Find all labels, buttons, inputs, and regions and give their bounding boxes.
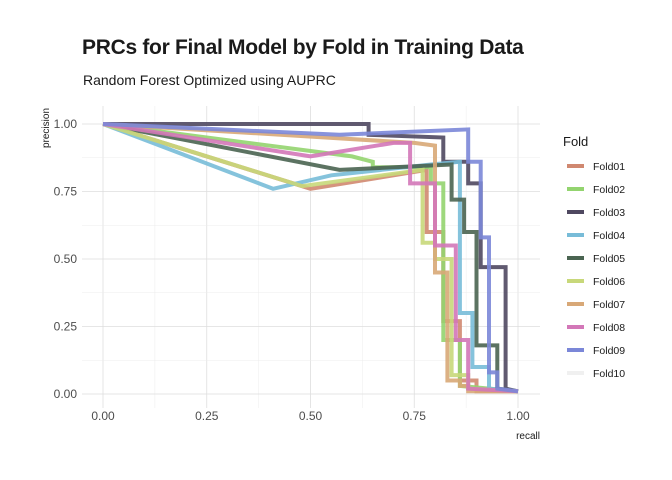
legend-title: Fold bbox=[563, 134, 588, 149]
y-tick-label: 1.00 bbox=[54, 117, 78, 131]
legend-label-fold08: Fold08 bbox=[593, 322, 625, 334]
x-tick-label: 0.00 bbox=[91, 409, 115, 423]
axis-ticks: 0.00 0.25 0.50 0.75 1.00 0.00 0.25 0.50 0.75 1.00 bbox=[54, 117, 530, 423]
legend-label-fold05: Fold05 bbox=[593, 253, 625, 265]
legend-label-fold06: Fold06 bbox=[593, 276, 625, 288]
legend-label-fold04: Fold04 bbox=[593, 230, 625, 242]
grid-lines bbox=[82, 106, 540, 408]
series-line-fold08 bbox=[102, 122, 519, 394]
series-line-fold09 bbox=[102, 122, 519, 394]
chart-title: PRCs for Final Model by Fold in Training… bbox=[82, 36, 524, 59]
y-tick-label: 0.75 bbox=[54, 185, 78, 199]
x-tick-label: 0.50 bbox=[299, 409, 323, 423]
legend-label-fold03: Fold03 bbox=[593, 207, 625, 219]
y-tick-label: 0.50 bbox=[54, 252, 78, 266]
y-tick-label: 0.25 bbox=[54, 320, 78, 334]
legend-label-fold07: Fold07 bbox=[593, 299, 625, 311]
legend-label-fold02: Fold02 bbox=[593, 184, 625, 196]
legend-label-fold09: Fold09 bbox=[593, 345, 625, 357]
legend: Fold Fold01 Fold02 Fold03 Fold04 Fold05 Fold0… bbox=[563, 134, 625, 380]
x-tick-label: 1.00 bbox=[506, 409, 530, 423]
x-tick-label: 0.75 bbox=[403, 409, 427, 423]
series-line-fold05 bbox=[102, 122, 519, 394]
y-axis-title: precision bbox=[41, 108, 52, 148]
legend-label-fold10: Fold10 bbox=[593, 368, 625, 380]
y-tick-label: 0.00 bbox=[54, 387, 78, 401]
legend-label-fold01: Fold01 bbox=[593, 161, 625, 173]
x-axis-title: recall bbox=[516, 431, 540, 442]
chart-subtitle: Random Forest Optimized using AUPRC bbox=[83, 72, 336, 88]
series-layer bbox=[102, 122, 519, 394]
x-tick-label: 0.25 bbox=[195, 409, 219, 423]
